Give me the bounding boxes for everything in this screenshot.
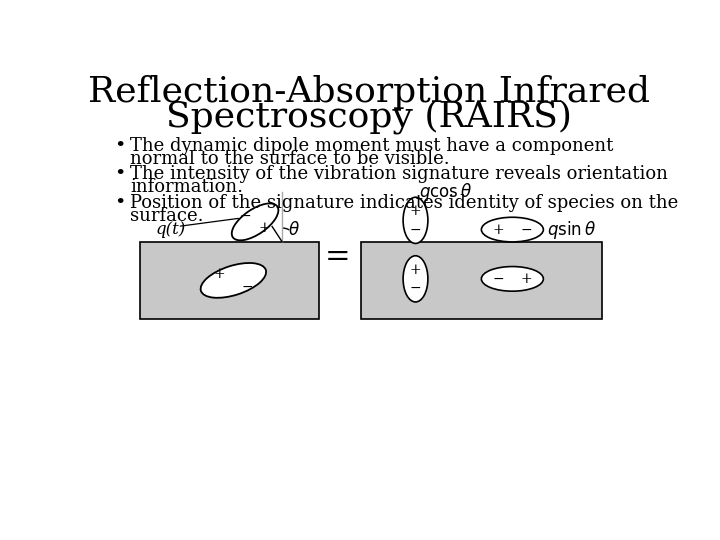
- Text: +: +: [258, 221, 270, 235]
- Ellipse shape: [232, 204, 279, 240]
- Text: •: •: [114, 137, 125, 154]
- Text: Reflection-Absorption Infrared: Reflection-Absorption Infrared: [88, 75, 650, 109]
- Text: Spectroscopy (RAIRS): Spectroscopy (RAIRS): [166, 99, 572, 134]
- Text: +: +: [214, 267, 225, 281]
- Text: •: •: [114, 165, 125, 183]
- Text: −: −: [241, 280, 253, 294]
- Text: q(t): q(t): [156, 221, 186, 238]
- Text: =: =: [325, 242, 351, 273]
- Text: normal to the surface to be visible.: normal to the surface to be visible.: [130, 150, 450, 168]
- Bar: [140, 242, 319, 319]
- Text: •: •: [114, 194, 125, 212]
- Text: Position of the signature indicates identity of species on the: Position of the signature indicates iden…: [130, 194, 678, 212]
- Text: +: +: [521, 272, 532, 286]
- Text: The dynamic dipole moment must have a component: The dynamic dipole moment must have a co…: [130, 137, 613, 154]
- Ellipse shape: [403, 197, 428, 244]
- Text: $q\sin\theta$: $q\sin\theta$: [547, 219, 596, 241]
- Text: The intensity of the vibration signature reveals orientation: The intensity of the vibration signature…: [130, 165, 668, 183]
- Ellipse shape: [482, 267, 544, 291]
- Text: −: −: [239, 209, 251, 222]
- Text: $\theta$: $\theta$: [288, 221, 300, 239]
- Ellipse shape: [403, 256, 428, 302]
- Text: −: −: [410, 222, 421, 237]
- Text: −: −: [492, 272, 504, 286]
- Text: +: +: [492, 222, 504, 237]
- Text: $q\cos\theta$: $q\cos\theta$: [419, 181, 472, 203]
- Text: +: +: [410, 204, 421, 218]
- Ellipse shape: [201, 263, 266, 298]
- Bar: [361, 242, 601, 319]
- Text: surface.: surface.: [130, 207, 204, 225]
- Text: information.: information.: [130, 178, 243, 196]
- Text: −: −: [410, 281, 421, 295]
- Text: +: +: [410, 262, 421, 276]
- Ellipse shape: [482, 217, 544, 242]
- Text: −: −: [521, 222, 532, 237]
